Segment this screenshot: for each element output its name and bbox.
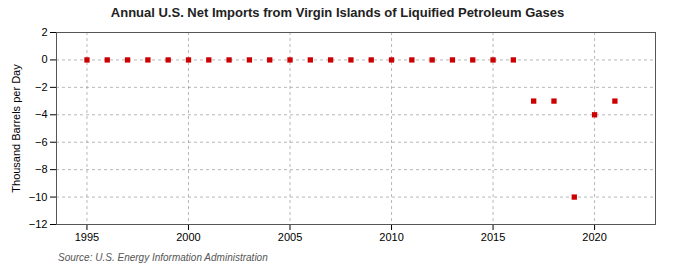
svg-text:0: 0 [41, 53, 47, 65]
svg-text:−8: −8 [35, 163, 48, 175]
svg-text:2015: 2015 [481, 231, 505, 243]
svg-text:Thousand Barrels per Day: Thousand Barrels per Day [10, 64, 22, 193]
svg-text:−12: −12 [29, 218, 48, 230]
svg-text:1995: 1995 [75, 231, 99, 243]
svg-text:−4: −4 [35, 108, 48, 120]
html-text:Source: U.S. Energy Informatio: Source: U.S. Energy Information Administ… [58, 252, 268, 263]
svg-text:−10: −10 [29, 191, 48, 203]
svg-text:2020: 2020 [582, 231, 606, 243]
svg-text:2: 2 [41, 26, 47, 38]
svg-text:−2: −2 [35, 81, 48, 93]
svg-text:2010: 2010 [379, 231, 403, 243]
html-text:Annual U.S. Net Imports from V: Annual U.S. Net Imports from Virgin Isla… [110, 5, 565, 20]
svg-text:−6: −6 [35, 136, 48, 148]
svg-text:2005: 2005 [278, 231, 302, 243]
svg-text:2000: 2000 [176, 231, 200, 243]
